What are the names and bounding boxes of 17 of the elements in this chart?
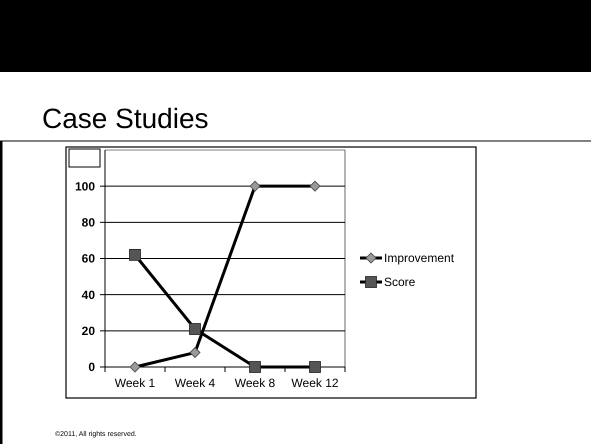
chart-title: Case Studies (42, 103, 209, 134)
point (129, 248, 141, 261)
x-tick-label: Week 1 (114, 376, 156, 390)
y-tick-label: 80 (82, 216, 96, 230)
point (189, 323, 201, 335)
point (249, 361, 261, 373)
x-tick-label: Week 12 (291, 376, 339, 390)
legend-label: Improvement (384, 251, 455, 266)
legend-label: Score (384, 275, 416, 290)
y-tick-label: 60 (82, 252, 96, 266)
y-tick-label: 40 (82, 288, 96, 302)
y-tick-label: 100 (74, 179, 96, 194)
y-tick-label: 20 (82, 324, 96, 338)
x-tick-label: Week 8 (234, 376, 276, 390)
point (309, 361, 321, 373)
x-tick-label: Week 4 (174, 376, 216, 390)
y-tick-label: 0 (88, 360, 96, 374)
